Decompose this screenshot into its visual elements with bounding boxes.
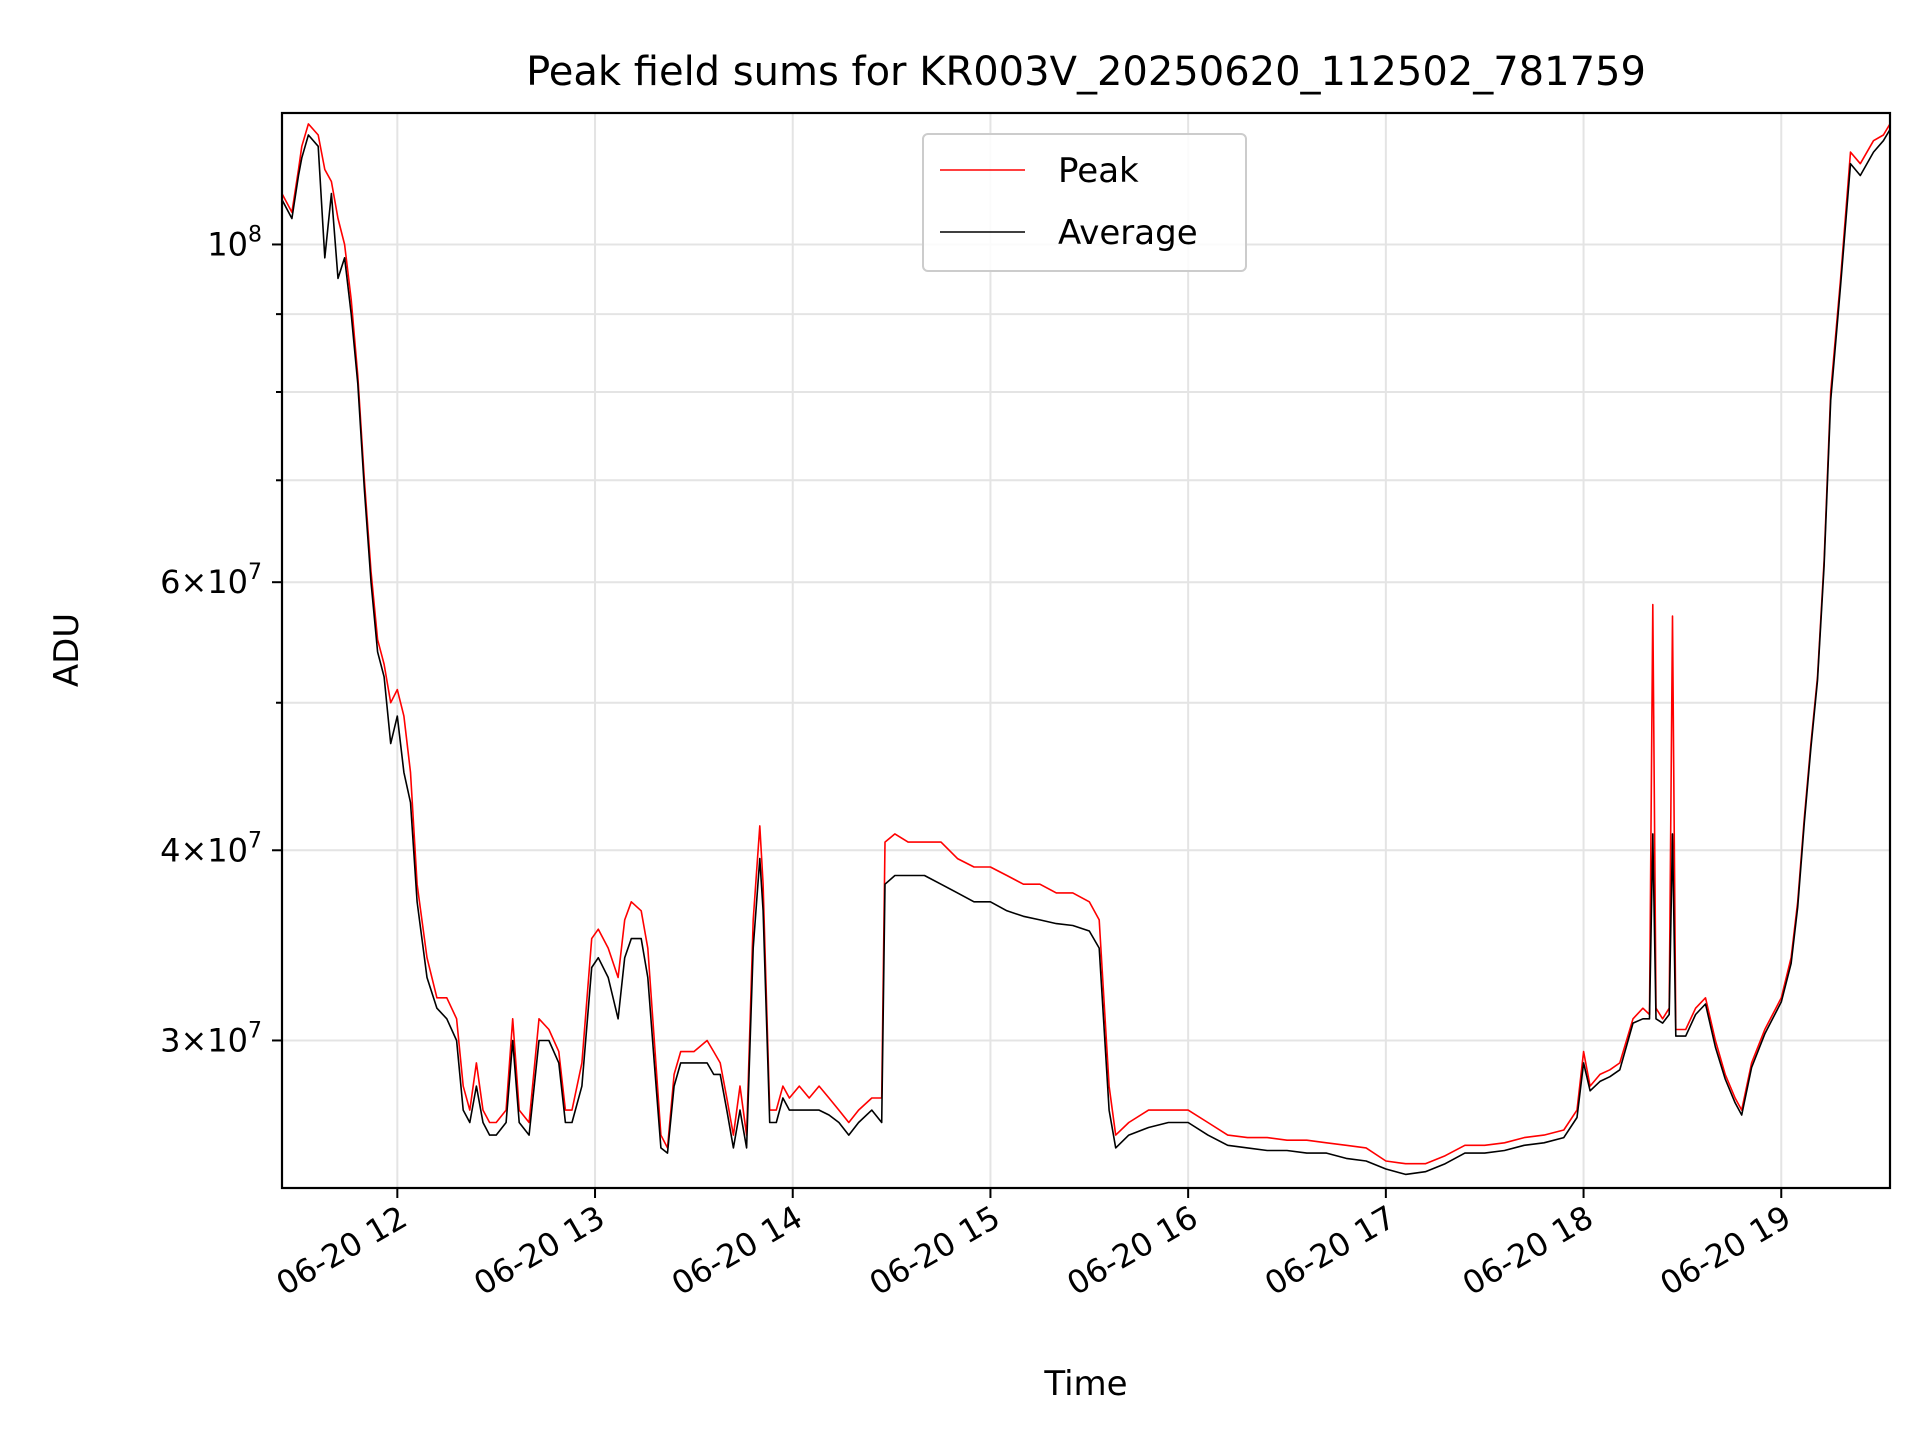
legend-label-peak: Peak — [1058, 151, 1139, 191]
chart-title: Peak field sums for KR003V_20250620_1125… — [526, 49, 1646, 95]
y-axis-label: ADU — [47, 613, 87, 687]
series-lines — [281, 123, 1891, 1176]
y-tick-label: 4×107 — [160, 828, 262, 869]
y-tick-label: 3×107 — [160, 1018, 262, 1059]
legend: Peak Average — [922, 133, 1247, 272]
y-tick-label: 108 — [207, 222, 262, 263]
plot-frame — [280, 111, 1892, 1190]
legend-label-average: Average — [1058, 213, 1198, 253]
legend-box — [922, 133, 1247, 272]
y-tick-label: 6×107 — [160, 560, 262, 601]
series-line-average — [281, 129, 1891, 1176]
grid — [282, 113, 1890, 1188]
x-axis-label: Time — [1043, 1364, 1127, 1404]
